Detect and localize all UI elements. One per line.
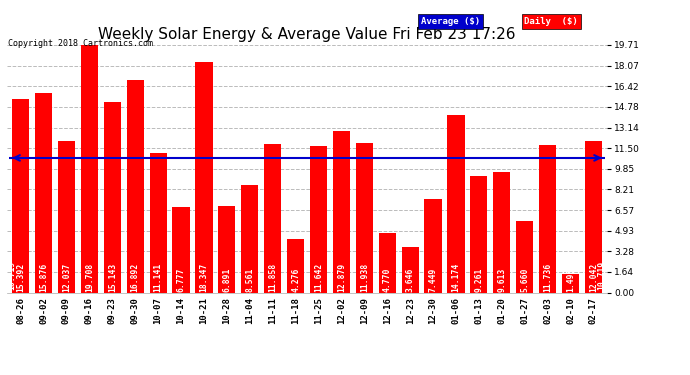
Text: 6.891: 6.891 [222, 267, 231, 292]
Text: 12.879: 12.879 [337, 262, 346, 292]
Text: Daily  ($): Daily ($) [524, 17, 578, 26]
Bar [150, 153, 167, 292]
Text: 11.141: 11.141 [154, 262, 163, 292]
Bar [516, 221, 533, 292]
Text: 15.876: 15.876 [39, 262, 48, 292]
Bar [218, 206, 235, 292]
Bar [493, 172, 511, 292]
Bar [471, 176, 487, 292]
Text: 18.347: 18.347 [199, 262, 208, 292]
Text: 4.276: 4.276 [291, 267, 300, 292]
Bar [424, 199, 442, 292]
Bar [58, 141, 75, 292]
Text: 9.613: 9.613 [497, 267, 506, 292]
Bar [562, 274, 579, 292]
Bar [81, 45, 98, 292]
Text: 7.449: 7.449 [428, 267, 437, 292]
Text: 14.174: 14.174 [451, 262, 460, 292]
Text: 9.261: 9.261 [475, 267, 484, 292]
Bar [127, 80, 144, 292]
Bar [264, 144, 282, 292]
Bar [402, 247, 419, 292]
Text: 10.719: 10.719 [8, 261, 17, 290]
Bar [333, 131, 350, 292]
Bar [356, 142, 373, 292]
Bar [35, 93, 52, 292]
Bar [104, 102, 121, 292]
Bar [287, 239, 304, 292]
Text: 8.561: 8.561 [245, 267, 255, 292]
Bar [585, 141, 602, 292]
Bar [447, 114, 464, 292]
Text: 5.660: 5.660 [520, 267, 529, 292]
Bar [172, 207, 190, 292]
Bar [12, 99, 29, 292]
Text: Average ($): Average ($) [421, 17, 480, 26]
Bar [195, 62, 213, 292]
Bar [539, 145, 556, 292]
Text: 16.892: 16.892 [130, 262, 139, 292]
Text: 1.493: 1.493 [566, 267, 575, 292]
Text: 11.858: 11.858 [268, 262, 277, 292]
Text: 3.646: 3.646 [406, 267, 415, 292]
Text: 15.143: 15.143 [108, 262, 117, 292]
Text: 6.777: 6.777 [177, 267, 186, 292]
Bar [241, 185, 258, 292]
Text: Copyright 2018 Cartronics.com: Copyright 2018 Cartronics.com [8, 39, 153, 48]
Bar [310, 146, 327, 292]
Text: 11.736: 11.736 [543, 262, 552, 292]
Text: 11.938: 11.938 [359, 262, 369, 292]
Title: Weekly Solar Energy & Average Value Fri Feb 23 17:26: Weekly Solar Energy & Average Value Fri … [98, 27, 516, 42]
Text: 10.719: 10.719 [598, 261, 607, 290]
Text: 12.037: 12.037 [62, 262, 71, 292]
Text: 4.770: 4.770 [383, 267, 392, 292]
Text: 15.392: 15.392 [16, 262, 25, 292]
Text: 19.708: 19.708 [85, 262, 94, 292]
Text: 11.642: 11.642 [314, 262, 323, 292]
Bar [379, 232, 396, 292]
Text: 12.042: 12.042 [589, 262, 598, 292]
